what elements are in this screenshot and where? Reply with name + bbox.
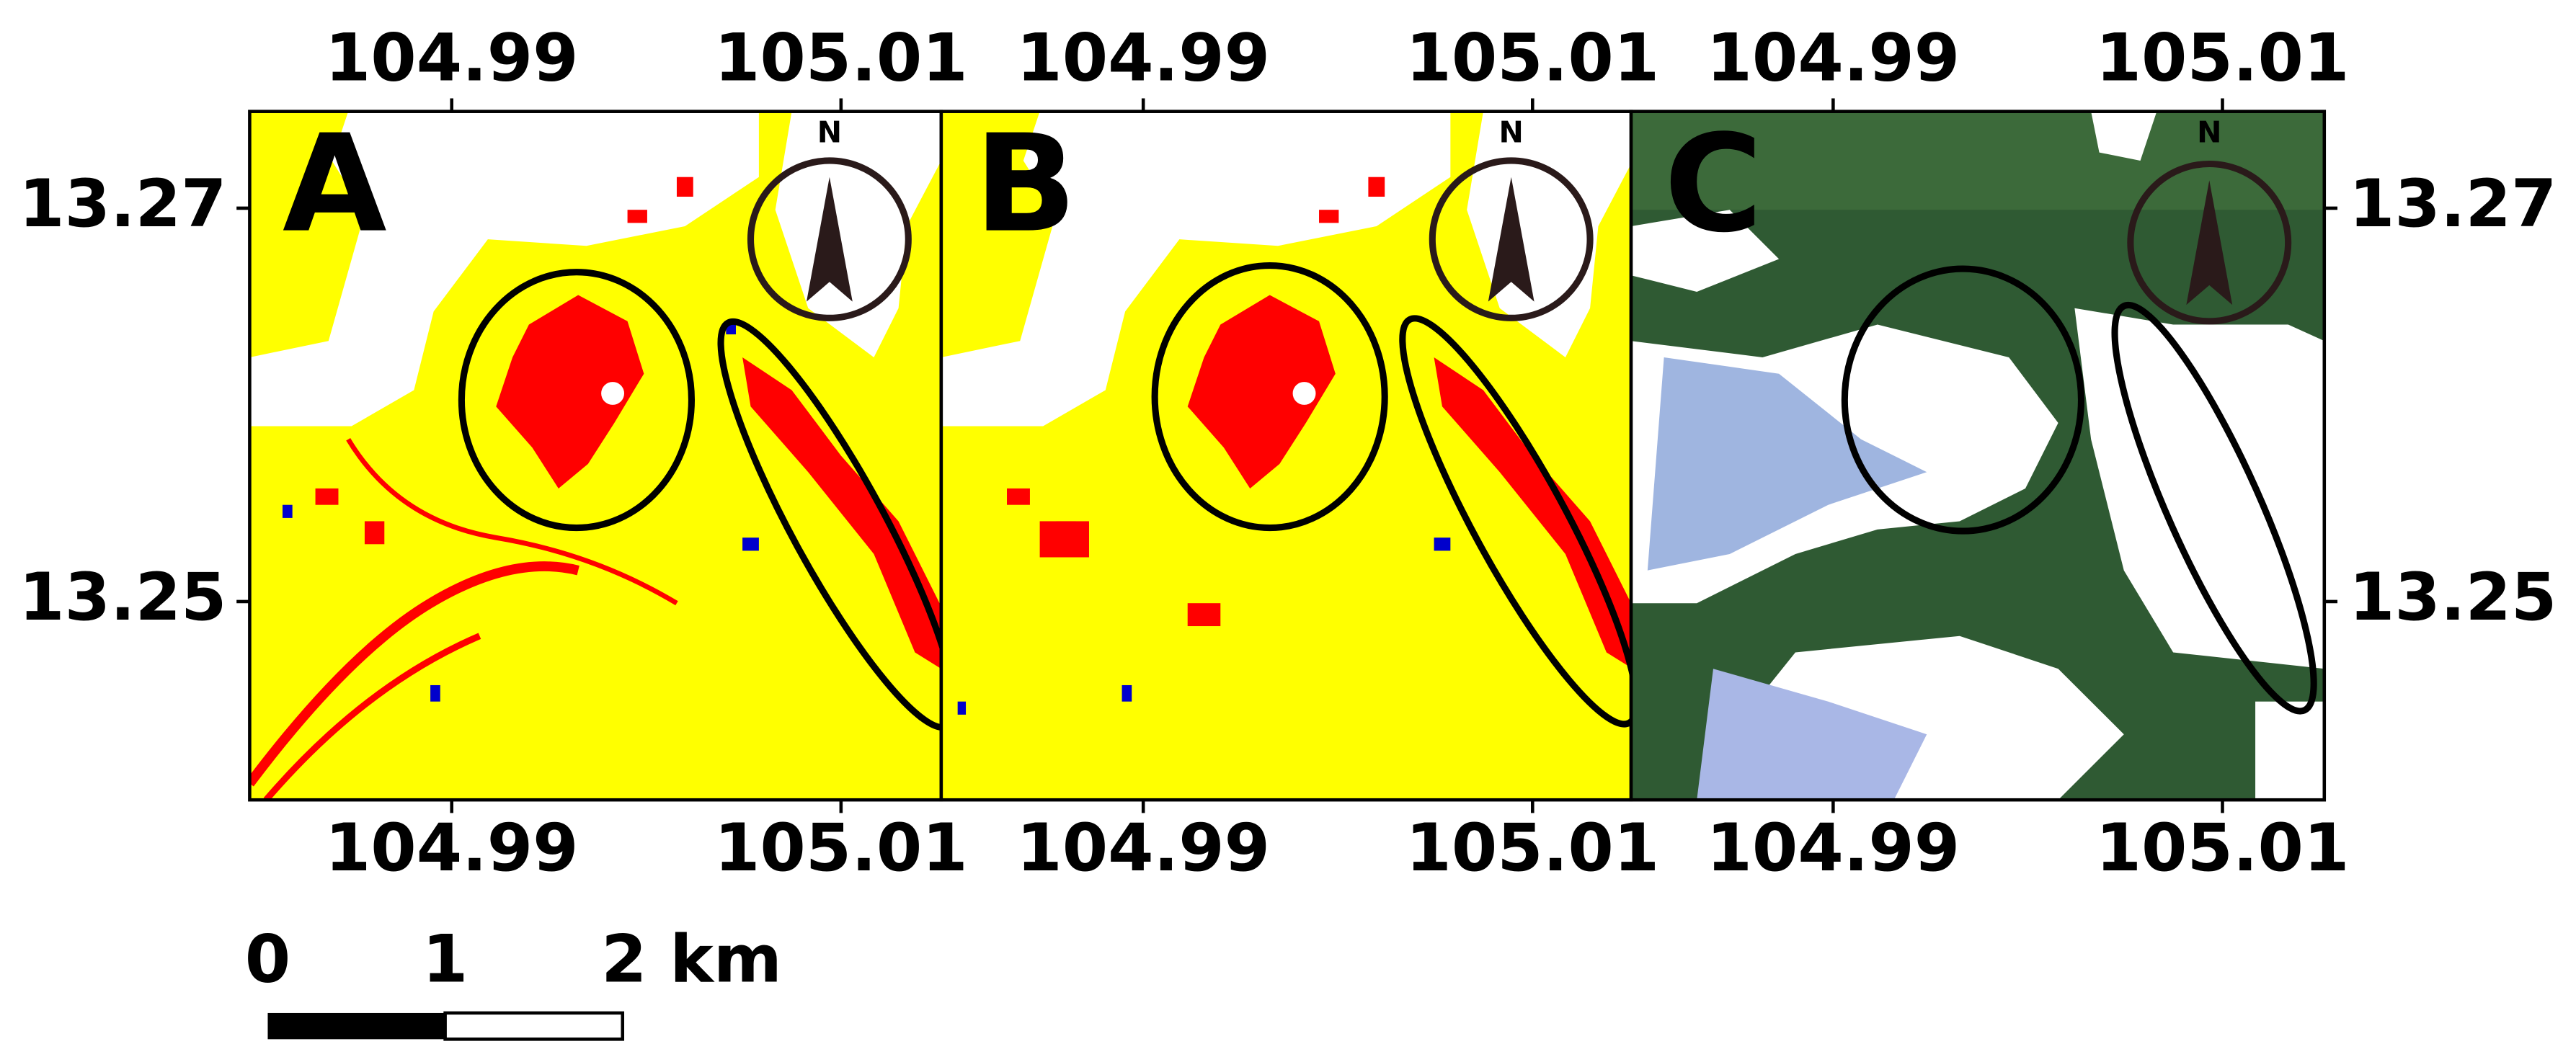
x-tick-label: 105.01	[2096, 19, 2350, 96]
map-shape	[2074, 308, 2323, 669]
highlight-circle	[1841, 265, 2085, 535]
map-shape	[1647, 357, 1927, 571]
highlight-ellipse	[2111, 301, 2317, 715]
x-tick-label: 104.99	[325, 19, 579, 96]
scale-label: 2 km	[601, 922, 782, 998]
map-shape	[2255, 701, 2323, 800]
y-tick-label: 13.27	[2349, 166, 2557, 242]
panel-c	[1629, 110, 2327, 802]
panel-label: B	[974, 107, 1076, 263]
scale-label: 1	[422, 922, 468, 998]
panel-b	[939, 110, 1640, 802]
scale-bar-segment	[267, 1012, 445, 1040]
panel-label: C	[1664, 107, 1763, 263]
map-shape	[263, 633, 481, 800]
x-tick-label: 104.99	[1016, 810, 1270, 886]
y-tick-label: 13.25	[2349, 559, 2557, 635]
map-shape	[282, 504, 293, 518]
north-label: N	[817, 115, 842, 150]
map-shape	[1697, 669, 1927, 800]
highlight-circle	[458, 269, 696, 532]
x-tick-label: 104.99	[325, 810, 579, 886]
north-label: N	[2197, 115, 2221, 150]
highlight-ellipse	[1399, 315, 1640, 728]
map-shape	[957, 701, 967, 715]
x-tick-label: 104.99	[1706, 810, 1960, 886]
x-tick-label: 105.01	[714, 19, 968, 96]
map-shape	[1039, 521, 1089, 558]
highlight-circle	[1151, 262, 1388, 532]
x-tick-label: 104.99	[1706, 19, 1960, 96]
classification-map	[941, 111, 1633, 800]
y-tick-label: 13.25	[19, 559, 226, 635]
map-shape	[346, 437, 678, 606]
x-tick-label: 105.01	[2096, 810, 2350, 886]
scale-label: 0	[245, 922, 290, 998]
x-tick-label: 105.01	[714, 810, 968, 886]
map-shape	[1631, 210, 1780, 292]
panel-label: A	[283, 107, 387, 263]
x-tick-label: 104.99	[1016, 19, 1270, 96]
x-tick-label: 105.01	[1405, 19, 1659, 96]
scale-bar-segment	[443, 1011, 625, 1041]
map-shape	[2091, 111, 2157, 161]
map-shape	[249, 561, 579, 787]
north-label: N	[1499, 115, 1524, 150]
y-tick-label: 13.27	[19, 166, 226, 242]
classification-map	[249, 111, 941, 800]
x-tick-label: 105.01	[1405, 810, 1659, 886]
map-shape	[1187, 603, 1221, 627]
panel-a	[248, 110, 959, 802]
map-shape	[726, 324, 736, 335]
panel-frame	[1629, 110, 2327, 802]
